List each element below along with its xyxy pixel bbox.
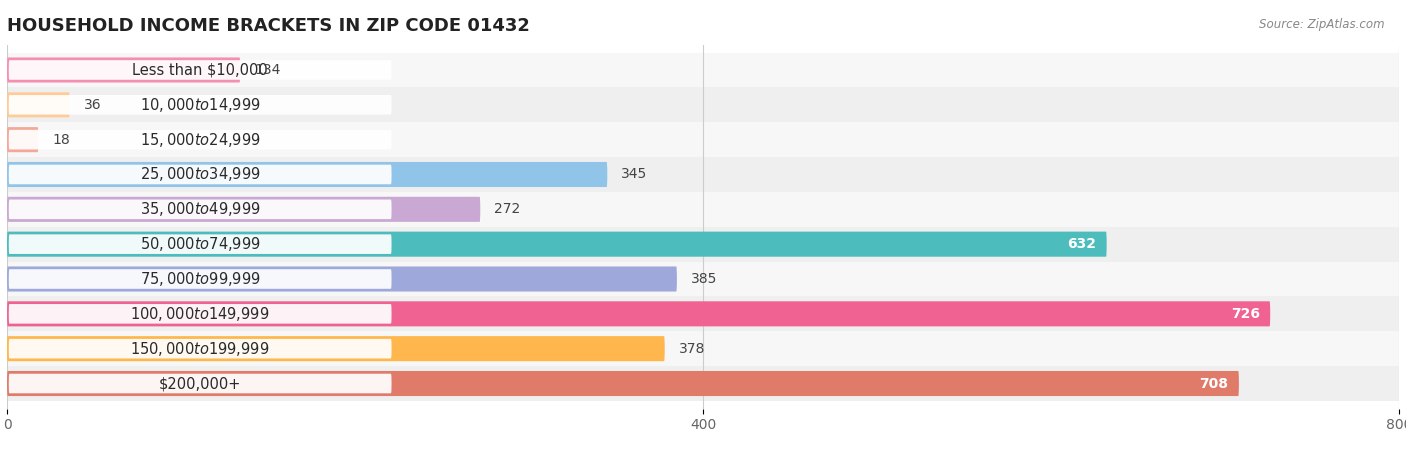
Text: 272: 272: [495, 202, 520, 216]
FancyBboxPatch shape: [7, 127, 38, 152]
FancyBboxPatch shape: [7, 232, 1107, 257]
Text: Source: ZipAtlas.com: Source: ZipAtlas.com: [1260, 18, 1385, 31]
Bar: [7, 331, 1399, 366]
Text: $10,000 to $14,999: $10,000 to $14,999: [139, 96, 260, 114]
Text: 385: 385: [690, 272, 717, 286]
Text: $25,000 to $34,999: $25,000 to $34,999: [139, 166, 260, 184]
FancyBboxPatch shape: [8, 304, 391, 324]
FancyBboxPatch shape: [8, 199, 391, 219]
Bar: [7, 122, 1399, 157]
Text: 378: 378: [679, 342, 704, 356]
Bar: [7, 88, 1399, 122]
Text: HOUSEHOLD INCOME BRACKETS IN ZIP CODE 01432: HOUSEHOLD INCOME BRACKETS IN ZIP CODE 01…: [7, 17, 530, 35]
Text: 18: 18: [52, 132, 70, 147]
Bar: [7, 157, 1399, 192]
FancyBboxPatch shape: [8, 165, 391, 184]
FancyBboxPatch shape: [7, 371, 1239, 396]
FancyBboxPatch shape: [7, 162, 607, 187]
FancyBboxPatch shape: [7, 57, 240, 83]
FancyBboxPatch shape: [7, 266, 676, 291]
Bar: [7, 53, 1399, 88]
Bar: [7, 192, 1399, 227]
FancyBboxPatch shape: [7, 197, 481, 222]
Text: $150,000 to $199,999: $150,000 to $199,999: [131, 340, 270, 358]
Text: Less than $10,000: Less than $10,000: [132, 62, 269, 78]
Text: $15,000 to $24,999: $15,000 to $24,999: [139, 131, 260, 149]
FancyBboxPatch shape: [8, 130, 391, 150]
Text: 708: 708: [1199, 377, 1229, 391]
Text: 632: 632: [1067, 237, 1097, 251]
FancyBboxPatch shape: [7, 92, 70, 117]
Bar: [7, 227, 1399, 262]
FancyBboxPatch shape: [8, 95, 391, 114]
Text: 726: 726: [1230, 307, 1260, 321]
Text: $75,000 to $99,999: $75,000 to $99,999: [139, 270, 260, 288]
Text: $35,000 to $49,999: $35,000 to $49,999: [139, 200, 260, 218]
Text: 36: 36: [83, 98, 101, 112]
Text: $200,000+: $200,000+: [159, 376, 242, 391]
FancyBboxPatch shape: [7, 301, 1270, 326]
Bar: [7, 366, 1399, 401]
FancyBboxPatch shape: [8, 60, 391, 80]
Text: $50,000 to $74,999: $50,000 to $74,999: [139, 235, 260, 253]
Text: 134: 134: [254, 63, 280, 77]
FancyBboxPatch shape: [8, 234, 391, 254]
Bar: [7, 296, 1399, 331]
Text: 345: 345: [621, 167, 648, 181]
FancyBboxPatch shape: [8, 269, 391, 289]
FancyBboxPatch shape: [8, 374, 391, 393]
FancyBboxPatch shape: [8, 339, 391, 358]
Text: $100,000 to $149,999: $100,000 to $149,999: [131, 305, 270, 323]
Bar: [7, 262, 1399, 296]
FancyBboxPatch shape: [7, 336, 665, 361]
